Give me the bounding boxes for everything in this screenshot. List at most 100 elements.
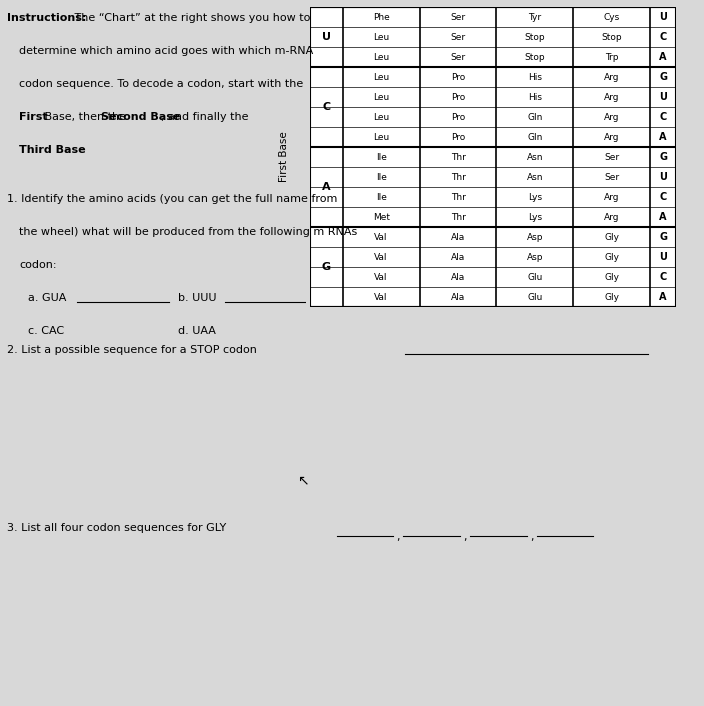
Text: c. CAC: c. CAC — [28, 326, 64, 336]
Text: U: U — [659, 12, 667, 22]
Text: U: U — [659, 92, 667, 102]
Text: Ala: Ala — [451, 292, 465, 301]
Text: Asn: Asn — [527, 152, 543, 162]
Text: Asp: Asp — [527, 253, 543, 262]
Text: A: A — [659, 292, 667, 302]
Text: C: C — [660, 272, 667, 282]
Text: Ala: Ala — [451, 273, 465, 282]
Text: Gly: Gly — [604, 292, 620, 301]
Text: .: . — [65, 145, 69, 155]
Text: ,: , — [396, 532, 400, 542]
Text: Arg: Arg — [604, 92, 620, 102]
Text: Stop: Stop — [601, 32, 622, 42]
Text: Val: Val — [375, 253, 388, 262]
Text: Trp: Trp — [605, 52, 619, 61]
Text: U: U — [659, 252, 667, 262]
Text: Lys: Lys — [528, 193, 542, 202]
Text: Lys: Lys — [528, 213, 542, 222]
Text: G: G — [659, 152, 667, 162]
Text: C: C — [660, 112, 667, 122]
Text: Leu: Leu — [373, 92, 389, 102]
Text: Arg: Arg — [604, 213, 620, 222]
Text: Base, then the: Base, then the — [42, 112, 130, 121]
Text: G: G — [322, 262, 331, 272]
Text: Phe: Phe — [373, 13, 389, 22]
Text: Gly: Gly — [604, 273, 620, 282]
Text: , and finally the: , and finally the — [161, 112, 252, 121]
Text: codon:: codon: — [19, 260, 56, 270]
Text: Ile: Ile — [376, 152, 386, 162]
Text: Third Base: Third Base — [19, 145, 86, 155]
Text: Gln: Gln — [527, 112, 543, 121]
Text: Thr: Thr — [451, 152, 465, 162]
Text: A: A — [659, 212, 667, 222]
Text: Val: Val — [375, 292, 388, 301]
Text: U: U — [659, 172, 667, 182]
Text: 1. Identify the amino acids (you can get the full name from: 1. Identify the amino acids (you can get… — [7, 194, 337, 204]
Text: Ser: Ser — [604, 152, 620, 162]
Text: Ser: Ser — [451, 13, 465, 22]
Text: Ile: Ile — [376, 193, 386, 202]
Text: Arg: Arg — [604, 73, 620, 82]
Text: A: A — [322, 182, 331, 192]
Text: Leu: Leu — [373, 133, 389, 142]
Text: Gln: Gln — [527, 133, 543, 142]
Text: His: His — [528, 92, 542, 102]
Text: 3. List all four codon sequences for GLY: 3. List all four codon sequences for GLY — [7, 523, 226, 533]
Text: ,: , — [463, 532, 467, 542]
Text: The “Chart” at the right shows you how to: The “Chart” at the right shows you how t… — [71, 13, 310, 23]
Text: Stop: Stop — [524, 32, 545, 42]
Text: C: C — [322, 102, 330, 112]
Text: Pro: Pro — [451, 73, 465, 82]
Text: G: G — [659, 232, 667, 242]
Text: Asn: Asn — [527, 172, 543, 181]
Text: Val: Val — [375, 232, 388, 241]
Text: First Base: First Base — [279, 132, 289, 182]
Text: Arg: Arg — [604, 133, 620, 142]
Text: Leu: Leu — [373, 52, 389, 61]
Text: Second Base: Second Base — [101, 112, 181, 121]
Text: Cys: Cys — [603, 13, 620, 22]
Text: Tyr: Tyr — [528, 13, 541, 22]
Text: Arg: Arg — [604, 193, 620, 202]
Text: Leu: Leu — [373, 73, 389, 82]
Text: Thr: Thr — [451, 213, 465, 222]
Text: Gly: Gly — [604, 253, 620, 262]
Text: Pro: Pro — [451, 112, 465, 121]
Text: d. UAA: d. UAA — [177, 326, 215, 336]
Text: the wheel) what will be produced from the following m RNAs: the wheel) what will be produced from th… — [19, 227, 357, 237]
Text: His: His — [528, 73, 542, 82]
Text: ↖: ↖ — [297, 474, 308, 487]
Text: Ala: Ala — [451, 232, 465, 241]
Text: First: First — [19, 112, 48, 121]
Text: A: A — [659, 132, 667, 142]
Text: b. UUU: b. UUU — [177, 293, 216, 303]
Text: C: C — [660, 32, 667, 42]
Text: ,: , — [530, 532, 534, 542]
Text: Val: Val — [375, 273, 388, 282]
Text: determine which amino acid goes with which m-RNA: determine which amino acid goes with whi… — [19, 46, 313, 56]
Text: Ile: Ile — [376, 172, 386, 181]
Text: Glu: Glu — [527, 292, 543, 301]
Text: Instructions:: Instructions: — [7, 13, 87, 23]
Text: C: C — [660, 192, 667, 202]
Text: Ser: Ser — [451, 52, 465, 61]
Text: Gly: Gly — [604, 232, 620, 241]
Text: Leu: Leu — [373, 32, 389, 42]
Text: Ser: Ser — [604, 172, 620, 181]
Text: Glu: Glu — [527, 273, 543, 282]
Text: 2. List a possible sequence for a STOP codon: 2. List a possible sequence for a STOP c… — [7, 345, 257, 355]
Text: Pro: Pro — [451, 92, 465, 102]
Text: A: A — [659, 52, 667, 62]
Text: Ala: Ala — [451, 253, 465, 262]
Text: Stop: Stop — [524, 52, 545, 61]
Text: Met: Met — [372, 213, 389, 222]
Text: Asp: Asp — [527, 232, 543, 241]
Text: Leu: Leu — [373, 112, 389, 121]
Text: Arg: Arg — [604, 112, 620, 121]
Text: G: G — [659, 72, 667, 82]
Text: Thr: Thr — [451, 172, 465, 181]
Text: Thr: Thr — [451, 193, 465, 202]
Text: a. GUA: a. GUA — [28, 293, 66, 303]
Text: Pro: Pro — [451, 133, 465, 142]
